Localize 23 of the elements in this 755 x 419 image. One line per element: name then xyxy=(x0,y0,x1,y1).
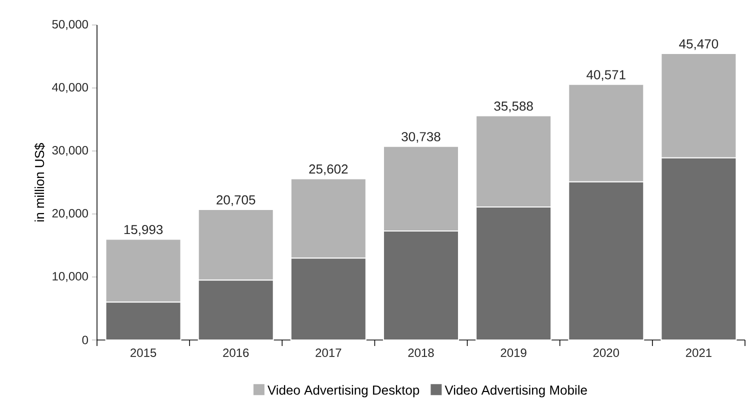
x-tick-label: 2016 xyxy=(223,348,249,358)
legend-label: Video Advertising Mobile xyxy=(444,385,587,398)
total-label: 25,602 xyxy=(309,164,348,176)
x-tick-label: 2020 xyxy=(593,348,620,358)
total-label: 45,470 xyxy=(679,39,718,50)
x-tick-label: 2015 xyxy=(130,348,156,358)
y-tick-label: 10,000 xyxy=(52,272,88,282)
y-tick-label: 0 xyxy=(82,336,88,344)
y-tick-label: 20,000 xyxy=(52,209,88,219)
y-tick-label: 50,000 xyxy=(52,20,88,30)
total-label: 20,705 xyxy=(216,195,256,206)
y-axis-title: in million US$ xyxy=(34,142,45,222)
x-tick-label: 2018 xyxy=(408,348,434,358)
x-tick-label: 2017 xyxy=(316,348,342,358)
total-label: 35,588 xyxy=(494,102,533,112)
x-tick-label: 2019 xyxy=(500,348,526,358)
total-label: 30,738 xyxy=(402,132,440,143)
total-label: 15,993 xyxy=(124,224,163,236)
y-tick-label: 40,000 xyxy=(52,83,88,93)
total-label: 40,571 xyxy=(586,70,626,81)
legend-label: Video Advertising Desktop xyxy=(268,385,420,398)
x-tick-label: 2021 xyxy=(686,348,712,358)
y-tick-label: 30,000 xyxy=(52,146,88,156)
